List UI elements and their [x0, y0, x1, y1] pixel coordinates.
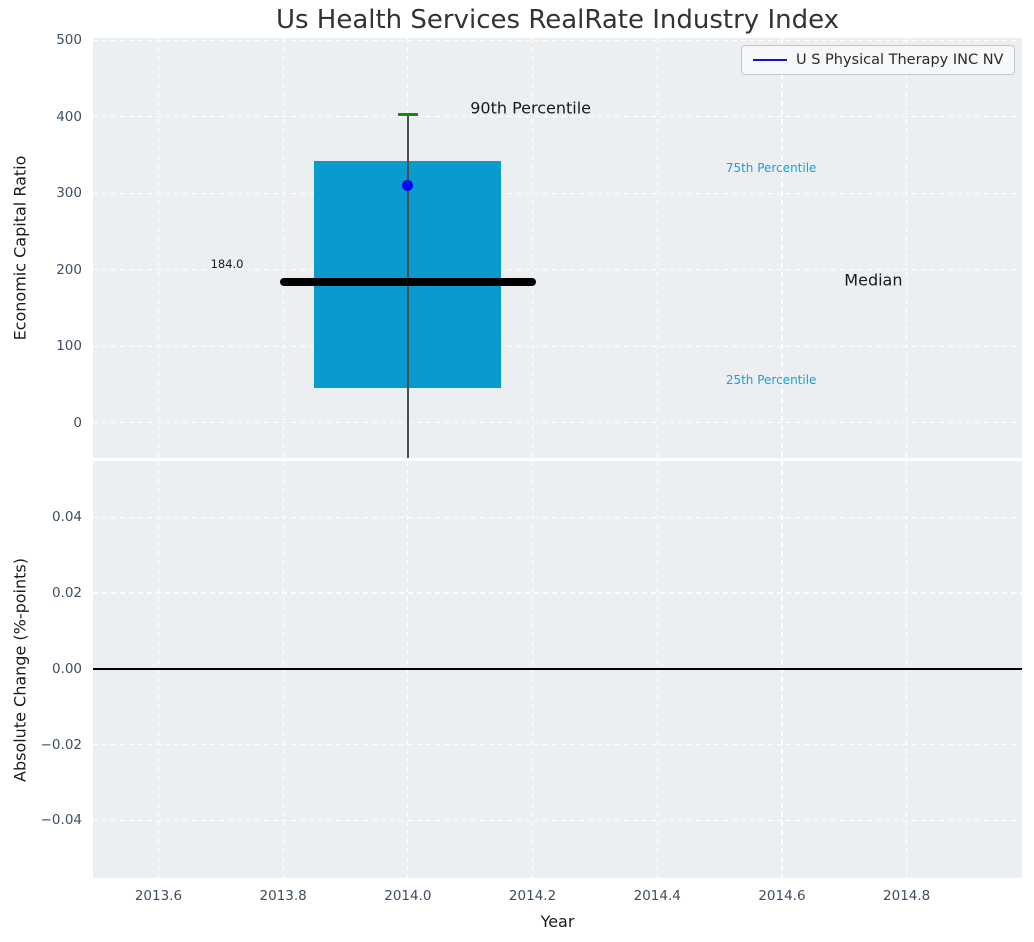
annotation-90th-percentile: 90th Percentile — [470, 98, 591, 118]
annotation-75th-percentile: 75th Percentile — [725, 161, 817, 176]
y-tick-label: 0 — [73, 414, 82, 431]
x-tick-label: 2014.2 — [508, 888, 557, 904]
whisker-line — [407, 114, 409, 458]
gridline-horizontal — [93, 192, 1022, 194]
gridline-horizontal — [93, 516, 1022, 518]
x-tick-label: 2013.6 — [134, 888, 183, 904]
gridline-horizontal — [93, 819, 1022, 821]
gridline-horizontal — [93, 743, 1022, 746]
y-tick-label: 0.00 — [51, 660, 82, 677]
chart-title: Us Health Services RealRate Industry Ind… — [275, 5, 840, 35]
x-tick-label: 2014.6 — [758, 888, 806, 904]
legend: U S Physical Therapy INC NV — [741, 45, 1016, 75]
top-plot-area: 90th Percentile 75th Percentile Median 25th… — [93, 38, 1022, 458]
x-tick-label: 2014.4 — [633, 888, 681, 904]
legend-label: U S Physical Therapy INC NV — [796, 52, 1004, 68]
y-tick-label: 500 — [56, 32, 82, 49]
annotation-184-0: 184.0 — [210, 257, 244, 272]
bottom-plot-area — [93, 461, 1022, 878]
y-tick-label: 100 — [56, 338, 82, 355]
gridline-horizontal — [93, 592, 1022, 594]
y-tick-label: 400 — [56, 108, 82, 125]
x-axis-label: Year — [540, 912, 575, 931]
x-tick-label: 2013.8 — [259, 888, 307, 904]
y-axis-label-bottom: Absolute Change (%-points) — [10, 558, 30, 782]
zero-line — [93, 667, 1022, 670]
y-tick-label: −0.04 — [40, 812, 82, 829]
x-tick-label: 2014.0 — [384, 888, 432, 904]
gridline-vertical — [906, 38, 908, 458]
y-axis-label-top: Economic Capital Ratio — [10, 155, 30, 341]
gridline-horizontal — [93, 116, 1022, 118]
gridline-vertical — [531, 38, 534, 458]
gridline-vertical — [781, 38, 783, 458]
p90-cap — [397, 113, 418, 116]
gridline-horizontal — [93, 39, 1022, 41]
gridline-horizontal — [93, 422, 1022, 424]
gridline-horizontal — [93, 269, 1022, 271]
y-tick-label: 0.04 — [51, 509, 82, 526]
y-tick-label: 200 — [56, 261, 82, 278]
gridline-vertical — [282, 38, 284, 458]
annotation-median: Median — [844, 270, 903, 290]
gridline-vertical — [157, 38, 160, 458]
gridline-vertical — [656, 38, 658, 458]
median-line — [280, 278, 536, 287]
gridline-horizontal — [93, 345, 1022, 347]
legend-line-icon — [753, 59, 787, 61]
annotation-25th-percentile: 25th Percentile — [725, 372, 817, 387]
y-tick-label: 0.02 — [51, 584, 82, 601]
y-tick-label: −0.02 — [40, 736, 82, 753]
company-point — [402, 180, 414, 192]
y-tick-label: 300 — [56, 185, 82, 202]
x-tick-label: 2014.8 — [883, 888, 931, 904]
